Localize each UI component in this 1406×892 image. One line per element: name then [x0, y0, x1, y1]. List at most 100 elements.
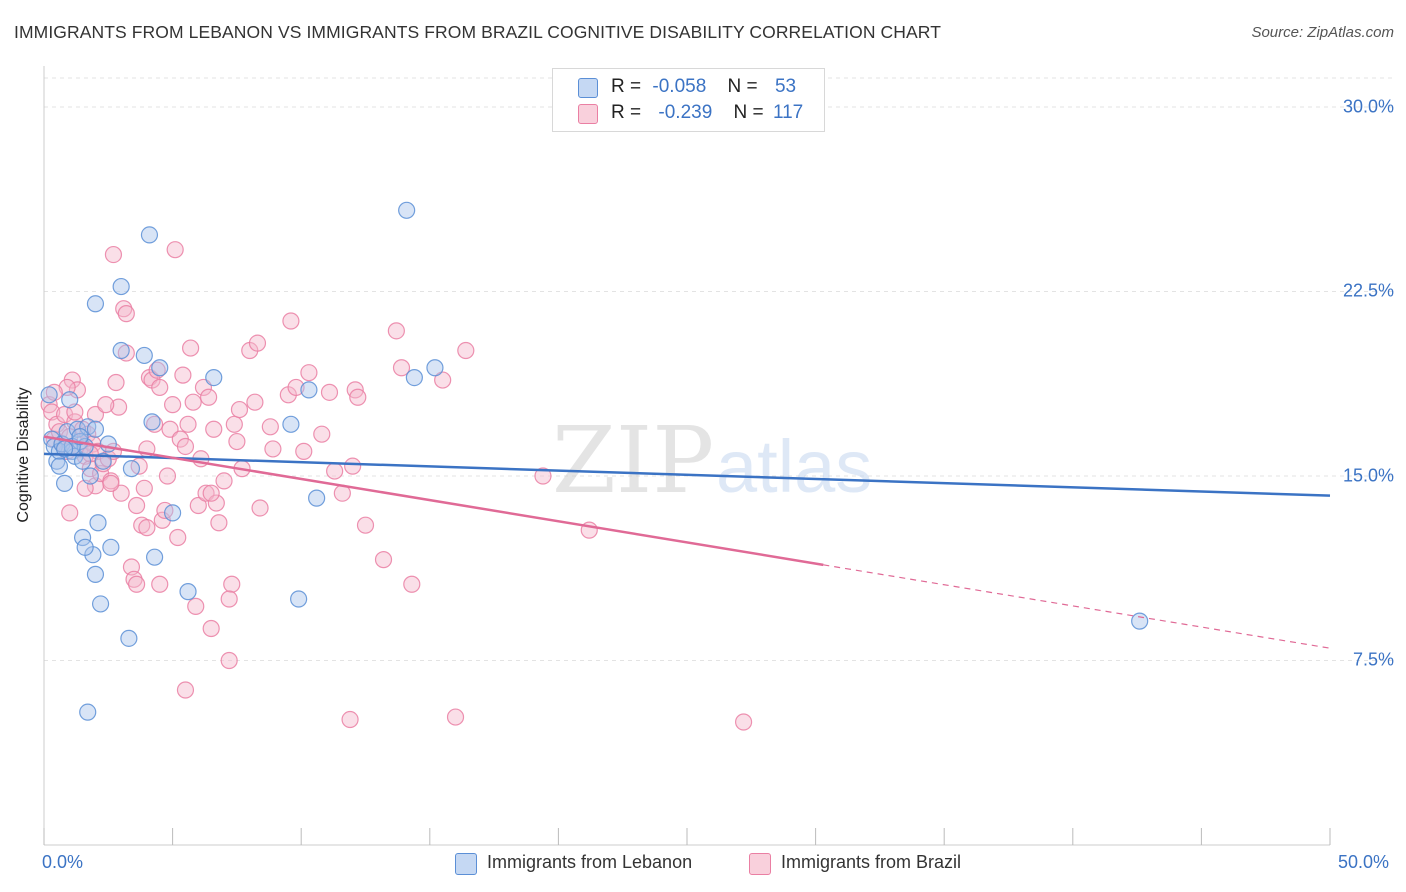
point-brazil	[341, 710, 359, 729]
point-brazil	[97, 396, 115, 414]
point-brazil	[248, 334, 267, 352]
point-brazil	[164, 396, 182, 414]
legend-label-brazil: Immigrants from Brazil	[781, 852, 962, 872]
point-brazil	[434, 371, 452, 389]
point-brazil	[287, 378, 305, 397]
point-brazil	[261, 418, 279, 436]
point-brazil	[148, 361, 166, 379]
stats-row-lebanon: R = -0.058 N = 53	[553, 76, 824, 100]
legend-swatch-brazil	[749, 853, 771, 875]
watermark-atlas: atlas	[716, 425, 872, 508]
point-lebanon	[94, 452, 112, 470]
trend-lines	[43, 435, 1331, 649]
point-lebanon	[86, 295, 105, 313]
point-lebanon	[102, 538, 120, 556]
point-lebanon	[79, 703, 97, 721]
point-brazil	[300, 364, 318, 382]
point-lebanon	[398, 201, 416, 219]
trend-line-0	[43, 452, 1331, 497]
legend-item-lebanon: Immigrants from Lebanon	[455, 852, 725, 876]
point-lebanon	[55, 474, 74, 492]
point-brazil	[205, 420, 223, 438]
point-lebanon	[300, 381, 318, 399]
point-brazil	[127, 575, 146, 593]
y-tick-label: 30.0%	[1342, 96, 1394, 117]
stats-n-value: 53	[774, 76, 797, 97]
point-lebanon	[73, 528, 92, 547]
stats-swatch-brazil	[578, 104, 598, 124]
point-brazil	[251, 499, 269, 517]
watermark-zip: ZIP	[552, 407, 714, 514]
point-brazil	[264, 440, 282, 458]
point-brazil	[135, 479, 153, 497]
point-lebanon	[135, 346, 153, 365]
point-lebanon	[86, 565, 105, 583]
point-brazil	[109, 398, 128, 416]
point-brazil	[313, 425, 331, 443]
point-brazil	[202, 619, 220, 638]
point-brazil	[349, 388, 367, 406]
point-lebanon	[120, 629, 138, 647]
point-brazil	[189, 496, 207, 515]
stats-n-value: 117	[772, 102, 804, 123]
point-brazil	[326, 462, 344, 480]
trend-line-1	[43, 435, 824, 567]
point-brazil	[374, 551, 393, 569]
point-lebanon	[89, 514, 107, 532]
point-lebanon	[112, 277, 130, 296]
point-brazil	[220, 590, 238, 608]
point-brazil	[446, 708, 465, 726]
chart-title: IMMIGRANTS FROM LEBANON VS IMMIGRANTS FR…	[14, 22, 942, 42]
point-brazil	[107, 373, 125, 392]
legend-label-lebanon: Immigrants from Lebanon	[487, 852, 693, 872]
stats-r-label: R =	[611, 76, 642, 97]
point-lebanon	[112, 341, 130, 360]
point-lebanon	[76, 538, 94, 556]
y-tick-label: 7.5%	[1352, 649, 1394, 670]
point-brazil	[202, 484, 220, 502]
y-tick-label: 22.5%	[1342, 280, 1394, 301]
point-brazil	[246, 393, 264, 411]
stats-r-label: R =	[611, 102, 642, 123]
point-brazil	[179, 415, 197, 433]
point-brazil	[151, 575, 169, 593]
legend-swatch-lebanon	[455, 853, 477, 875]
point-lebanon	[40, 386, 58, 404]
point-brazil	[200, 388, 218, 406]
point-brazil	[184, 393, 202, 411]
point-lebanon	[86, 420, 105, 438]
point-lebanon	[140, 226, 159, 244]
point-lebanon	[143, 413, 161, 431]
stats-r-value: -0.239	[658, 102, 713, 123]
point-brazil	[166, 241, 184, 259]
trend-line-dashed-1	[823, 564, 1331, 649]
point-brazil	[282, 312, 300, 330]
stats-r-value: -0.058	[652, 76, 707, 97]
y-tick-label: 15.0%	[1342, 465, 1394, 486]
point-lebanon	[91, 595, 110, 613]
point-brazil	[182, 339, 200, 357]
point-lebanon	[151, 359, 169, 377]
point-brazil	[176, 437, 195, 456]
point-brazil	[174, 366, 192, 384]
y-axis-label: Cognitive Disability	[15, 387, 32, 523]
point-brazil	[187, 597, 205, 615]
point-lebanon	[99, 435, 117, 453]
point-lebanon	[426, 359, 444, 377]
point-brazil	[169, 528, 187, 547]
point-lebanon	[205, 368, 223, 387]
grid-lines	[44, 77, 1394, 661]
point-brazil	[61, 504, 79, 522]
watermark: ZIP atlas	[552, 407, 872, 514]
point-lebanon	[308, 489, 326, 507]
stats-swatch-lebanon	[578, 78, 598, 98]
source-label: Source: ZipAtlas.com	[1251, 24, 1394, 41]
point-lebanon	[61, 391, 79, 409]
point-brazil	[356, 516, 375, 534]
point-brazil	[403, 575, 421, 593]
x-tick-min: 0.0%	[42, 852, 84, 872]
point-brazil	[220, 651, 238, 670]
point-brazil	[392, 359, 411, 377]
point-brazil	[176, 681, 195, 699]
